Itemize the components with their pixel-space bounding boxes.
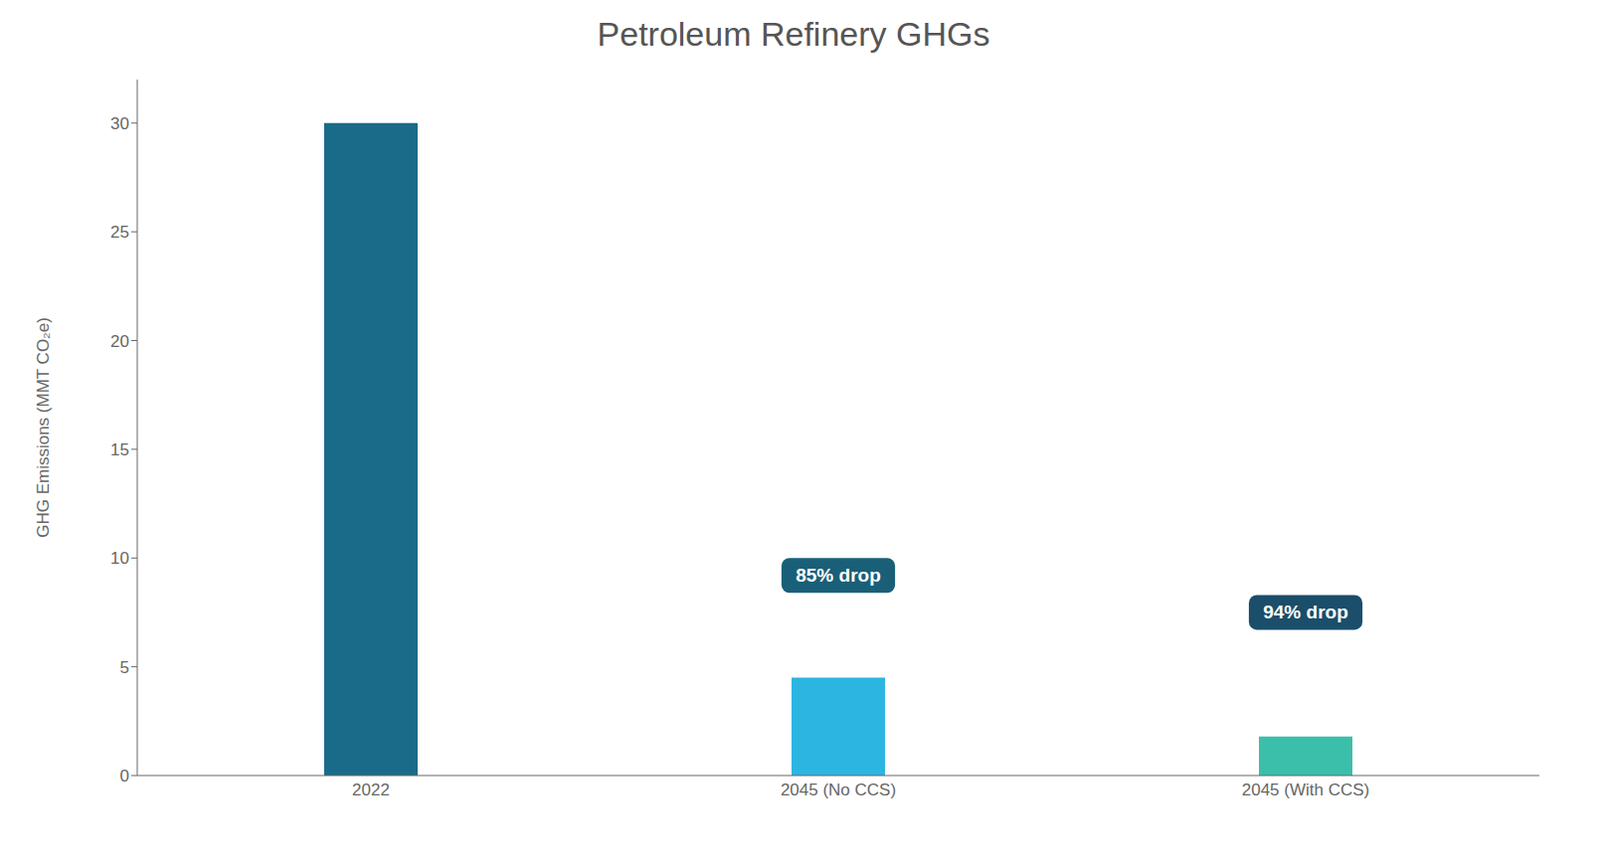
svg-text:2022: 2022 <box>352 780 390 800</box>
svg-text:30: 30 <box>110 114 130 134</box>
svg-text:0: 0 <box>120 766 130 786</box>
svg-text:25: 25 <box>110 222 130 242</box>
svg-text:2045 (With CCS): 2045 (With CCS) <box>1242 780 1370 800</box>
html-text:Petroleum Refinery GHGs: Petroleum Refinery GHGs <box>597 14 990 53</box>
svg-text:5: 5 <box>120 658 130 678</box>
svg-text:2045 (No CCS): 2045 (No CCS) <box>780 780 896 800</box>
svg-text:GHG Emissions (MMT CO₂e): GHG Emissions (MMT CO₂e) <box>33 317 53 538</box>
svg-text:85% drop: 85% drop <box>795 564 882 586</box>
svg-text:20: 20 <box>110 332 130 352</box>
svg-text:10: 10 <box>110 548 130 568</box>
svg-text:15: 15 <box>110 440 130 460</box>
svg-text:94% drop: 94% drop <box>1262 601 1349 623</box>
